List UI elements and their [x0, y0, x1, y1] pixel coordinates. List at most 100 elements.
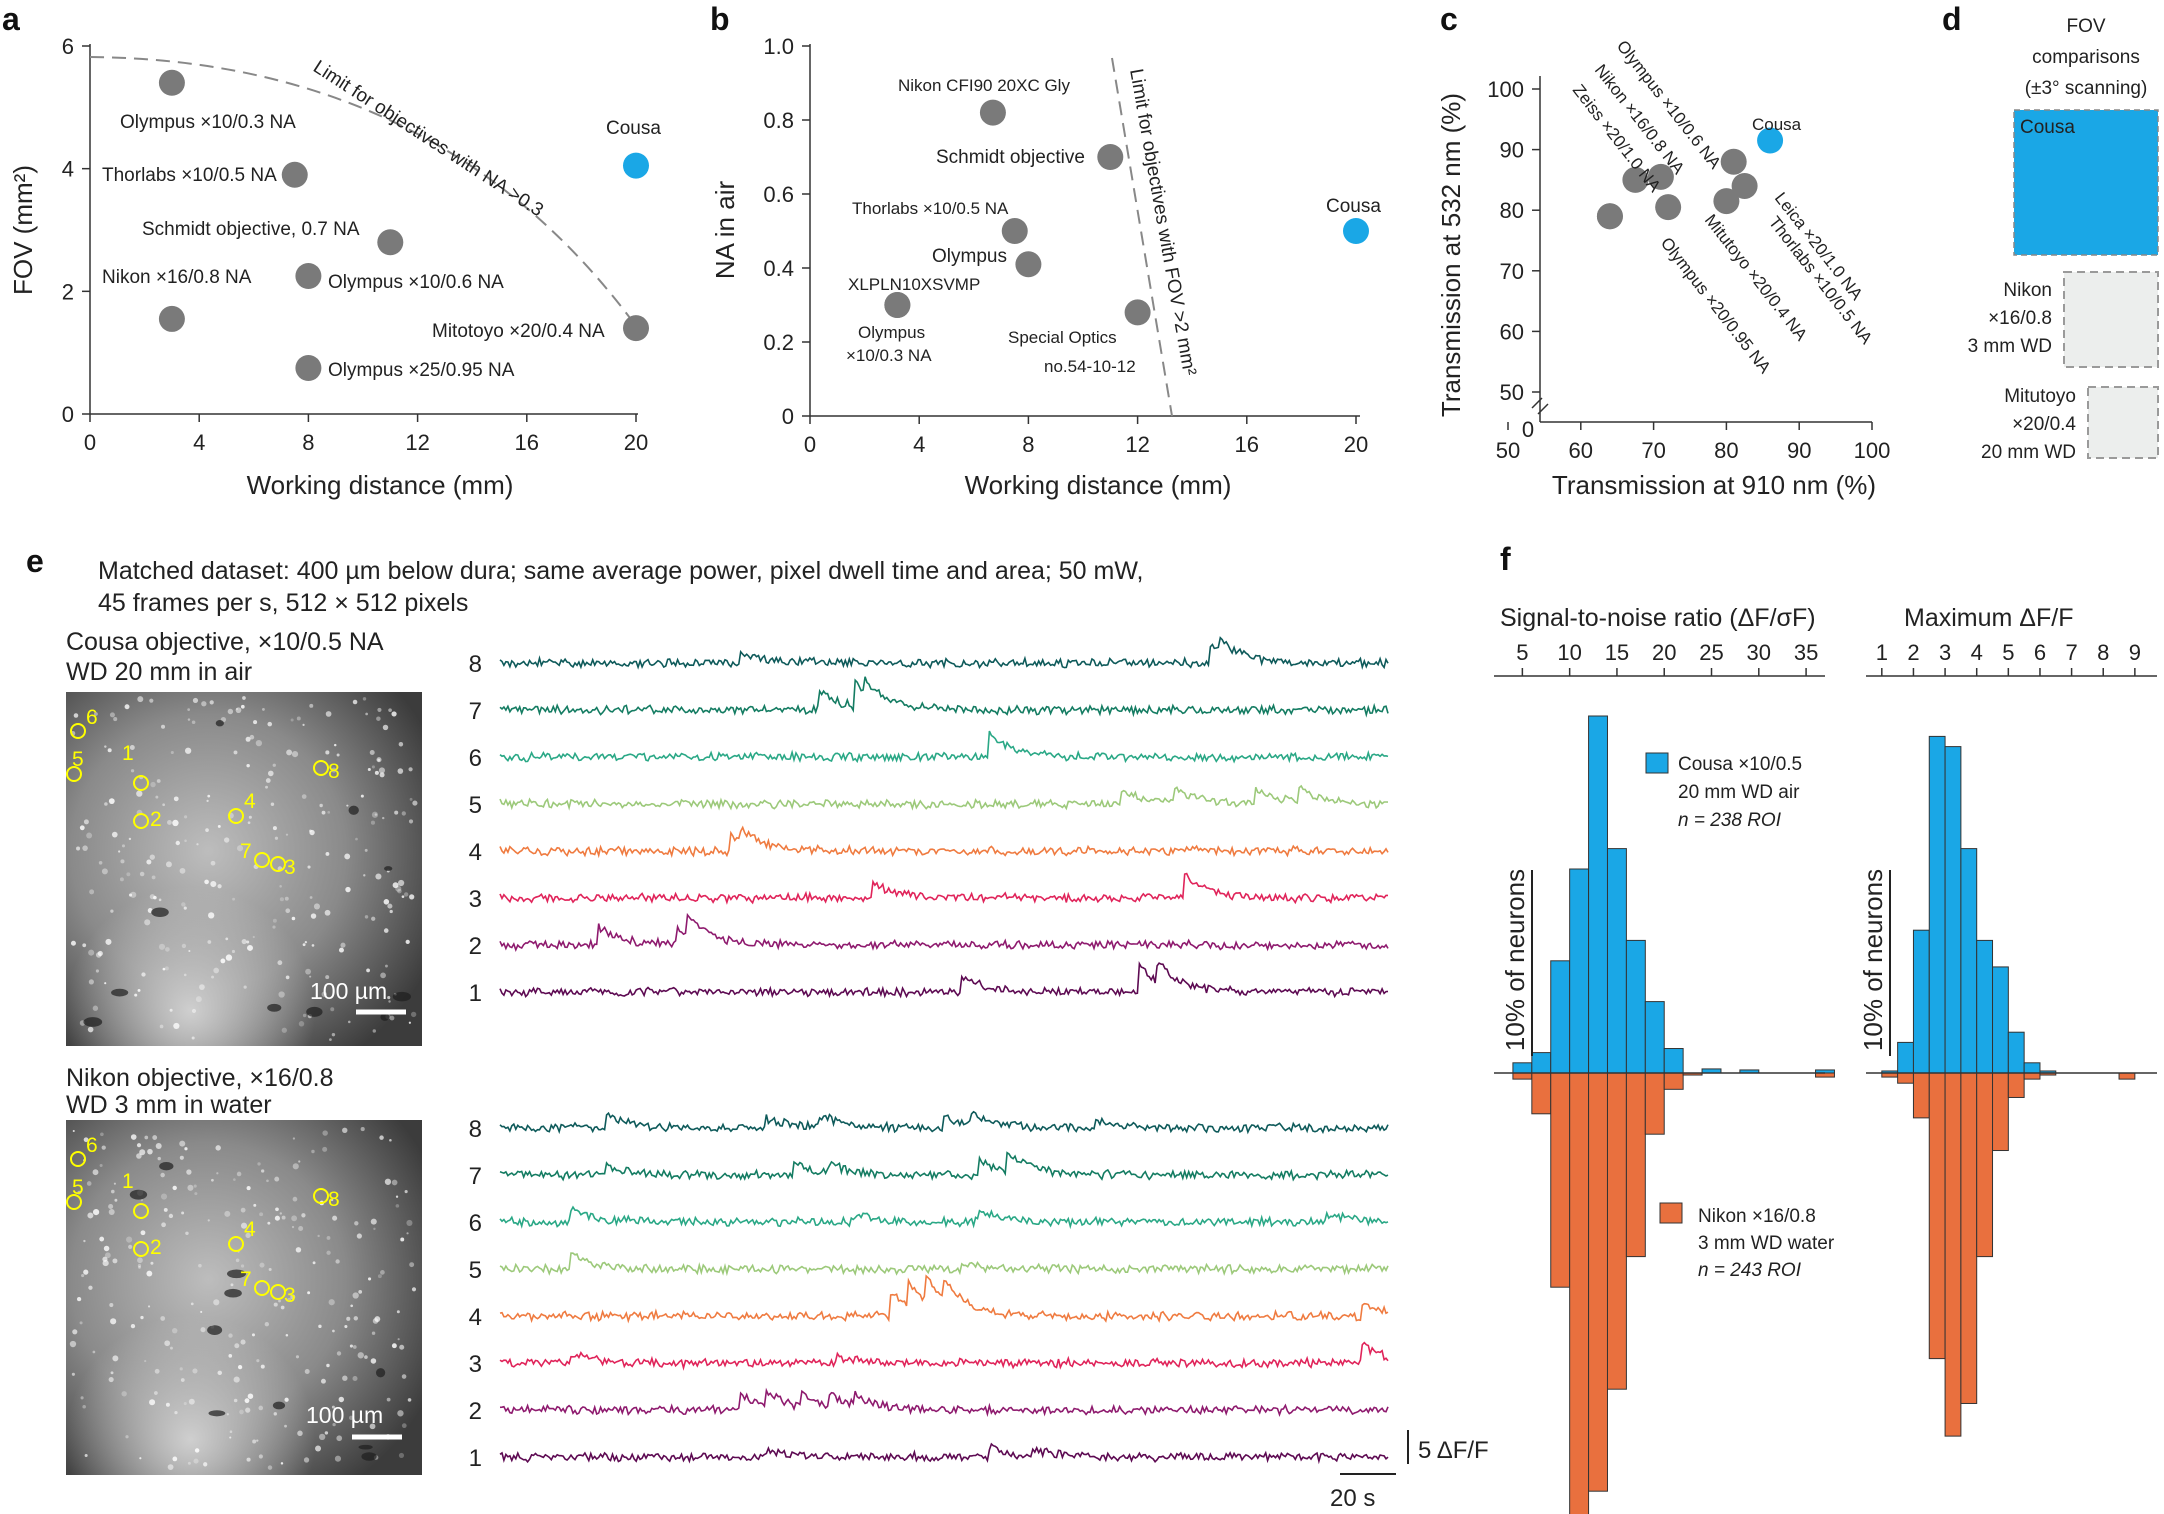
cell	[140, 1230, 146, 1236]
cell	[130, 1134, 137, 1140]
cell	[171, 1327, 178, 1334]
cell	[309, 829, 312, 833]
cousa-image-rois: 1 2 3 4 56 7 8	[66, 706, 340, 879]
cell	[226, 1413, 229, 1416]
roi-label: 3	[284, 1284, 296, 1307]
a-points	[158, 69, 649, 381]
b-y-label: NA in air	[710, 181, 740, 280]
cell	[228, 1354, 233, 1358]
cell	[401, 1423, 407, 1429]
cell	[139, 1149, 146, 1156]
b-x-ticks: 0 4 8 12 16 20	[804, 416, 1368, 457]
roi-circle	[70, 723, 86, 739]
cell	[69, 1340, 77, 1348]
cell	[322, 1146, 328, 1152]
cell	[255, 739, 263, 747]
panel-label-a: a	[2, 1, 20, 37]
a-label-cousa: Cousa	[606, 118, 661, 139]
cell	[370, 1218, 377, 1225]
nikon-image-cells	[69, 1127, 417, 1470]
point-olympus	[1015, 251, 1042, 278]
cell	[403, 892, 409, 897]
cell	[191, 1008, 197, 1014]
cell	[108, 1203, 114, 1210]
a-y-label: FOV (mm²)	[8, 165, 38, 295]
hist-bar-cousa	[1912, 929, 1930, 1074]
y-tick-label: 1.0	[763, 34, 794, 59]
cell	[387, 996, 391, 1000]
cell	[302, 723, 305, 727]
cell	[292, 1137, 296, 1140]
trace-line	[499, 825, 1389, 859]
x-tick-label: 60	[1569, 438, 1593, 463]
cell	[82, 943, 87, 948]
cell	[397, 1410, 404, 1417]
b-label-olympus: Olympus	[932, 246, 1007, 267]
d-nikon-line-2: ×16/0.8	[1988, 308, 2052, 329]
point-cousa	[1757, 127, 1784, 154]
cell	[156, 779, 161, 783]
cell	[137, 696, 144, 703]
cell	[317, 1234, 320, 1238]
f-ylabel-2: 10% of neurons	[1858, 869, 1888, 1051]
trace-label: 8	[469, 651, 482, 678]
hist-bar-nikon	[1531, 1072, 1552, 1115]
cell	[286, 749, 293, 756]
y-tick-label: 60	[1500, 319, 1524, 344]
d-mitutoyo-line-2: ×20/0.4	[2012, 414, 2076, 435]
vessel-shadow	[224, 1288, 242, 1298]
cell	[352, 1292, 359, 1299]
x-tick-label: 4	[913, 432, 925, 457]
panel-a: a 0 4 8 12 16 20 0 2 4 6 Working distance (mm) F…	[2, 1, 661, 500]
cell	[108, 1376, 114, 1383]
cell	[365, 712, 368, 716]
roi-label: 2	[150, 1236, 162, 1259]
cell	[87, 1212, 94, 1219]
e-nikon-title-1: Nikon objective, ×16/0.8	[66, 1064, 334, 1092]
cell	[319, 803, 323, 808]
cell	[217, 1370, 223, 1376]
hist-bar-nikon	[1976, 1072, 1994, 1258]
cell	[336, 753, 340, 757]
e-traces: 1 2 3 4 5 6 7 8 1 2 3 4 5 6 7 8	[469, 636, 1389, 1472]
cell	[256, 1359, 260, 1363]
x-tick-label: 8	[1022, 432, 1034, 457]
cell	[92, 1350, 96, 1354]
cell	[244, 1398, 250, 1404]
cell	[108, 1209, 115, 1216]
cell	[102, 1256, 108, 1262]
f-legend-cousa-1: Cousa ×10/0.5	[1678, 754, 1802, 775]
roi-circle	[254, 852, 270, 868]
cell	[280, 1305, 285, 1310]
cell	[296, 716, 301, 721]
cell	[98, 860, 103, 865]
y-tick-label: 0.6	[763, 182, 794, 207]
x-tick-label: 50	[1496, 438, 1520, 463]
cell	[192, 1368, 198, 1374]
cell	[72, 1129, 75, 1133]
cell	[325, 852, 330, 856]
roi-circle	[228, 1236, 244, 1252]
cell	[99, 1236, 105, 1242]
roi-label: 8	[328, 1188, 340, 1211]
cell	[322, 1130, 328, 1136]
roi-circle	[133, 775, 149, 791]
x-tick-label: 12	[1125, 432, 1149, 457]
cell	[411, 1287, 417, 1292]
cell	[92, 1169, 99, 1176]
cell	[389, 1015, 395, 1021]
cell	[346, 1316, 351, 1321]
cell	[292, 1163, 299, 1170]
roi-circle	[70, 1151, 86, 1167]
cell	[327, 810, 331, 814]
e-scale-x-label: 20 s	[1330, 1485, 1375, 1512]
cell	[173, 1022, 180, 1030]
cell	[336, 1435, 343, 1442]
cell	[249, 734, 255, 740]
cell	[134, 993, 138, 997]
vessel-shadow	[129, 1189, 148, 1200]
cell	[267, 770, 274, 777]
cell	[112, 1258, 118, 1264]
b-label-special-l2: no.54-10-12	[1044, 357, 1136, 376]
